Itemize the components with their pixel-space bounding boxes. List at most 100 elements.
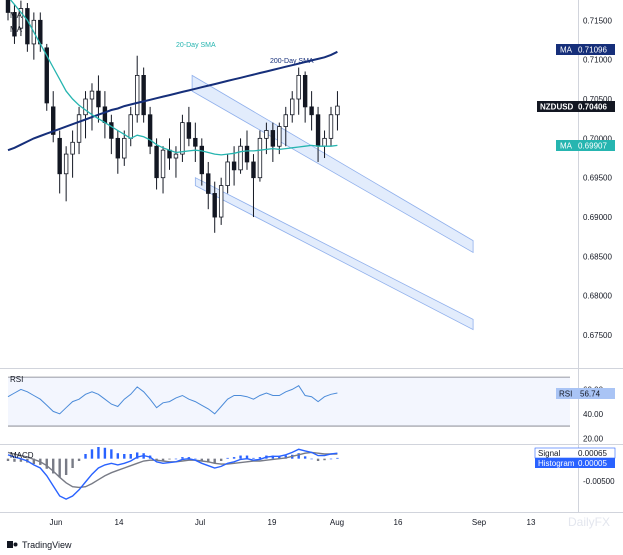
macd-histogram-bar: [329, 458, 333, 460]
ma-legend: MA: [10, 11, 23, 20]
macd-histogram-bar: [245, 455, 249, 459]
price-tick-label: 0.68000: [583, 292, 612, 301]
macd-histogram-bar: [323, 458, 326, 461]
rsi-pane-label: RSI: [10, 375, 23, 384]
macd-histogram-bar: [64, 458, 68, 475]
macd-histogram-bar: [52, 458, 55, 474]
x-tick-label: Jul: [195, 518, 205, 527]
candle-body: [134, 75, 140, 116]
candle-body: [206, 173, 211, 194]
price-tick-label: 0.71000: [583, 56, 612, 65]
price-tick-label: 0.69500: [583, 174, 612, 183]
macd-histogram-bar: [123, 454, 126, 459]
candle-body: [167, 149, 172, 159]
sma200-annotation: 200-Day SMA: [270, 58, 314, 65]
channel-band: [191, 74, 474, 254]
candle-body: [283, 114, 288, 127]
macd-histogram-bar: [84, 454, 87, 459]
candle-body: [218, 185, 224, 218]
candle-body: [70, 141, 75, 155]
signal-badge-label: Signal: [538, 449, 560, 458]
price-tick-label: 0.70500: [583, 95, 612, 104]
candle-body: [12, 12, 17, 37]
symbol-label: NZDUSD: [540, 103, 574, 112]
candle-body: [76, 114, 82, 143]
candle-body: [309, 106, 314, 116]
candle-body: [96, 90, 101, 108]
macd-histogram-bar: [77, 458, 81, 461]
candle-body: [122, 137, 127, 159]
sma20-badge: [556, 140, 615, 151]
candle-body: [193, 137, 198, 147]
macd-histogram-bar: [174, 458, 178, 460]
x-tick-label: Sep: [472, 518, 487, 527]
histogram-badge-value: 0.00005: [578, 459, 607, 468]
sma20-badge-value: 0.69907: [578, 142, 607, 151]
macd-histogram-bar: [284, 455, 287, 459]
candle-body: [154, 145, 159, 179]
macd-histogram-bar: [45, 458, 48, 469]
tradingview-logo: [7, 541, 18, 548]
candle-body: [57, 137, 62, 175]
macd-pane-label: MACD: [10, 451, 34, 460]
ma-legend: MA: [10, 25, 23, 34]
macd-histogram-bar: [213, 458, 216, 464]
candle-body: [277, 126, 282, 147]
candle-body: [173, 153, 179, 159]
candle-body: [322, 137, 327, 147]
sma200-badge-value: 0.71096: [578, 46, 607, 55]
macd-histogram-bar: [336, 457, 339, 459]
candle-body: [186, 122, 192, 139]
channel-band: [194, 177, 474, 331]
candle-body: [5, 0, 11, 13]
macd-histogram-bar: [252, 457, 255, 459]
price-tick-label: 0.67500: [583, 331, 612, 340]
histogram-badge: [535, 458, 615, 468]
macd-histogram-bar: [232, 457, 236, 459]
candle-body: [328, 114, 334, 139]
dailyfx-watermark: DailyFX: [568, 515, 610, 529]
candle-body: [264, 130, 269, 139]
macd-histogram-bar: [129, 454, 132, 459]
rsi-badge: [556, 388, 615, 399]
candle-body: [302, 75, 308, 108]
x-tick-label: Aug: [330, 518, 344, 527]
macd-histogram-bar: [19, 458, 23, 462]
sma20-badge-label: MA: [560, 142, 573, 151]
sma20-annotation: 20-Day SMA: [176, 42, 216, 49]
macd-histogram-bar: [207, 458, 210, 463]
price-tick-label: 0.71500: [583, 16, 612, 25]
x-tick-label: 13: [527, 518, 536, 527]
price-tick-label: 0.68500: [583, 252, 612, 261]
macd-histogram-bar: [239, 455, 242, 459]
candle-body: [51, 106, 56, 135]
macd-histogram-bar: [103, 447, 107, 459]
sma20-line: [9, 0, 338, 156]
x-tick-label: 14: [115, 518, 124, 527]
rsi-line: [7, 385, 338, 415]
candle-body: [89, 90, 95, 100]
macd-histogram-bar: [219, 458, 223, 461]
macd-line: [7, 448, 338, 500]
candle-body: [180, 122, 185, 155]
candle-body: [296, 75, 301, 100]
macd-histogram-bar: [297, 453, 300, 459]
candle-body: [18, 8, 24, 29]
macd-histogram-bar: [278, 456, 281, 459]
price-tick-label: 0.69000: [583, 213, 612, 222]
candle-body: [315, 114, 321, 147]
candle-body: [335, 105, 340, 116]
macd-histogram-bar: [187, 457, 191, 459]
candle-body: [212, 193, 217, 218]
macd-tick-label: -0.00500: [583, 477, 615, 486]
rsi-badge-label: RSI: [559, 390, 572, 399]
candle-body: [115, 137, 121, 159]
macd-histogram-bar: [90, 449, 94, 459]
macd-histogram-bar: [32, 458, 36, 465]
candle-body: [102, 106, 108, 124]
candle-body: [231, 161, 237, 171]
macd-histogram-bar: [194, 458, 197, 460]
macd-histogram-bar: [316, 458, 320, 461]
rsi-tick-label: 40.00: [583, 410, 604, 419]
